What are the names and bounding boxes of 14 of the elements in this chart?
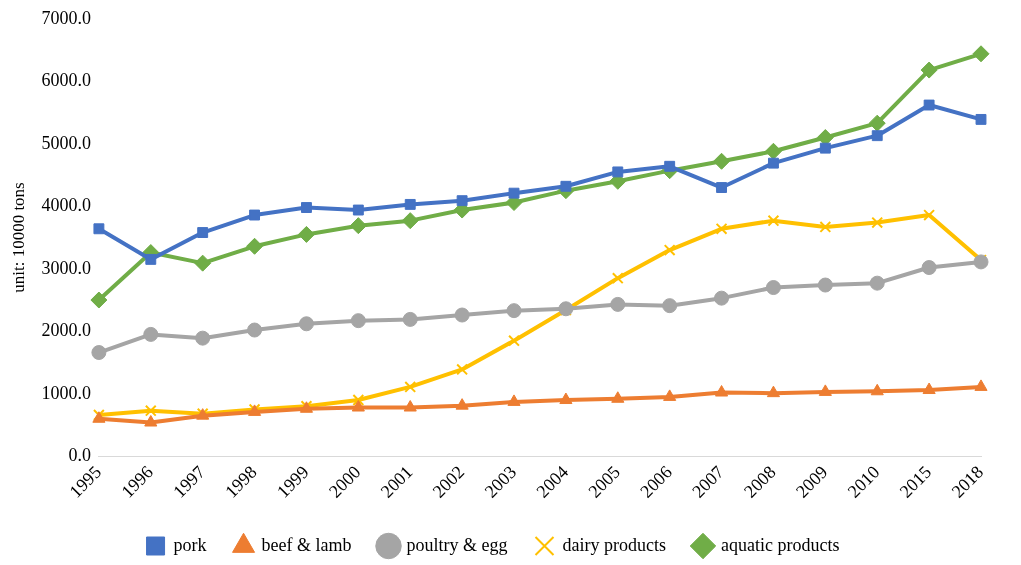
y-tick-label: 7000.0 bbox=[41, 7, 91, 28]
legend-label: pork bbox=[173, 534, 207, 555]
legend-label: poultry & egg bbox=[406, 534, 508, 555]
y-tick-label: 4000.0 bbox=[41, 195, 91, 216]
y-tick-label: 6000.0 bbox=[41, 70, 91, 91]
y-tick-label: 5000.0 bbox=[41, 132, 91, 153]
y-tick-label: 0.0 bbox=[68, 445, 91, 466]
legend-label: dairy products bbox=[562, 534, 666, 555]
y-axis-title: unit: 10000 tons bbox=[8, 182, 28, 293]
y-tick-label: 2000.0 bbox=[41, 320, 91, 341]
legend-label: aquatic products bbox=[720, 534, 840, 555]
legend-label: beef & lamb bbox=[261, 534, 352, 555]
y-tick-label: 3000.0 bbox=[41, 257, 91, 278]
y-tick-label: 1000.0 bbox=[41, 382, 91, 403]
